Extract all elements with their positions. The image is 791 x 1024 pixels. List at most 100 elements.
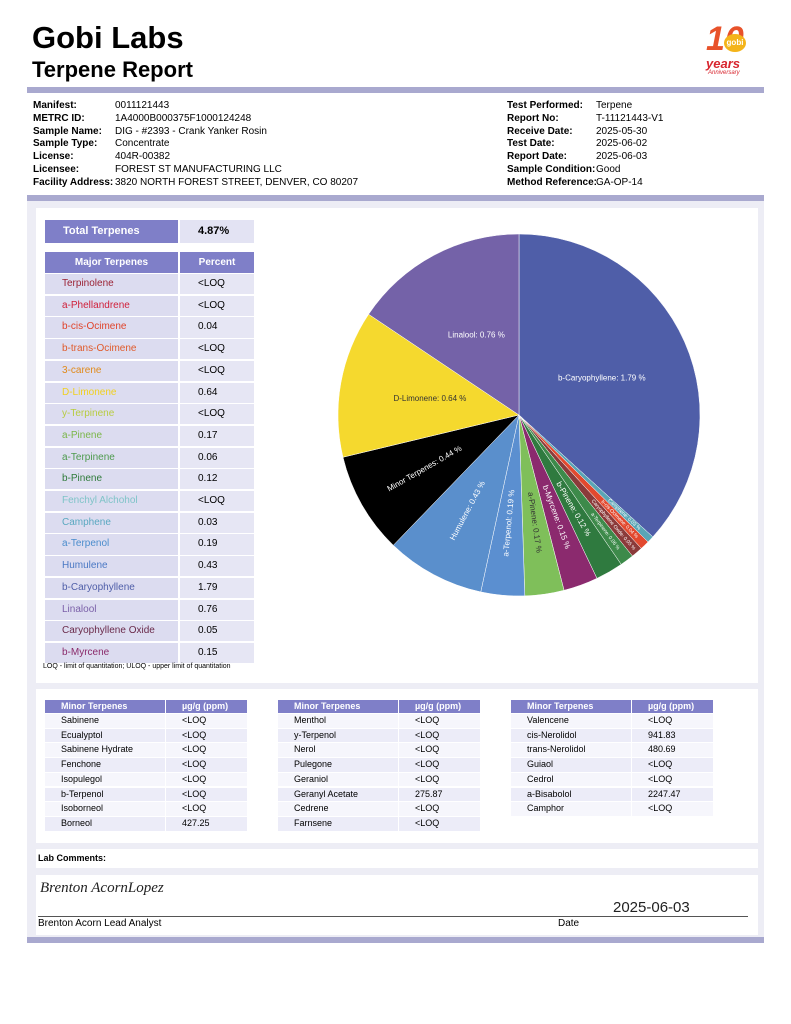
info-label: Method Reference: xyxy=(507,176,598,188)
pie-slice xyxy=(368,233,520,416)
terpene-value: 0.64 xyxy=(180,382,254,403)
terpene-name: Camphene xyxy=(45,512,178,533)
terpene-value: <LOQ xyxy=(166,714,247,728)
logo: 10 gobi years Anniversary xyxy=(700,20,760,78)
terpene-value: <LOQ xyxy=(180,491,254,512)
column-header: Percent xyxy=(180,252,254,273)
info-label: License: xyxy=(33,151,74,163)
info-value: 1A4000B000375F1000124248 xyxy=(115,112,252,124)
info-label: Sample Condition: xyxy=(507,164,596,175)
date-label: Date xyxy=(558,918,580,929)
info-value: Terpene xyxy=(596,100,633,111)
terpene-name: Geraniol xyxy=(278,772,398,787)
signature-panel xyxy=(36,875,758,935)
info-label: Licensee: xyxy=(33,164,80,175)
terpene-value: <LOQ xyxy=(632,758,713,772)
terpene-value: <LOQ xyxy=(166,743,247,758)
terpene-name: y-Terpenol xyxy=(278,728,398,743)
lab-comments: Lab Comments: xyxy=(38,853,107,863)
terpene-value: <LOQ xyxy=(180,360,254,381)
terpene-value: <LOQ xyxy=(399,714,480,728)
terpene-name: Guiaol xyxy=(511,758,631,772)
terpene-value: 0.05 xyxy=(180,621,254,642)
terpene-value: <LOQ xyxy=(180,274,254,295)
logo-years: years xyxy=(706,56,740,71)
terpene-name: b-Pinene xyxy=(45,469,178,490)
terpene-value: 1.79 xyxy=(180,577,254,598)
title: Gobi Labs xyxy=(32,20,184,55)
terpene-value: 0.04 xyxy=(180,317,254,338)
signature-line xyxy=(38,916,748,917)
total-label: Total Terpenes xyxy=(45,220,178,243)
terpene-value: <LOQ xyxy=(166,787,247,802)
info-value: Good xyxy=(596,164,621,175)
logo-anniversary: Anniversary xyxy=(708,70,740,76)
terpene-name: cis-Nerolidol xyxy=(511,728,631,743)
terpene-name: Geranyl Acetate xyxy=(278,787,398,802)
terpene-name: Humulene xyxy=(45,556,178,577)
terpene-name: Valencene xyxy=(511,714,631,728)
info-label: Report Date: xyxy=(507,151,568,163)
column-header: Major Terpenes xyxy=(45,252,178,273)
signer: Brenton Acorn Lead Analyst xyxy=(38,918,162,929)
terpene-value: 0.15 xyxy=(180,642,254,664)
info-value: FOREST ST MANUFACTURING LLC xyxy=(115,164,282,175)
terpene-name: D-Limonene xyxy=(45,382,178,403)
terpene-name: Nerol xyxy=(278,743,398,758)
terpene-name: Cedrene xyxy=(278,802,398,816)
terpene-name: Sabinene xyxy=(45,714,165,728)
terpene-value: <LOQ xyxy=(399,816,480,831)
terpene-name: y-Terpinene xyxy=(45,404,178,425)
terpene-name: trans-Nerolidol xyxy=(511,743,631,758)
terpene-value: <LOQ xyxy=(399,728,480,743)
info-label: Sample Name: xyxy=(33,125,102,137)
terpene-value: 2247.47 xyxy=(632,787,713,802)
terpene-value: <LOQ xyxy=(632,802,713,816)
terpene-name: 3-carene xyxy=(45,360,178,381)
terpene-name: Pulegone xyxy=(278,758,398,772)
column-header: Minor Terpenes xyxy=(278,700,398,713)
terpene-value: <LOQ xyxy=(180,295,254,316)
terpene-value: 275.87 xyxy=(399,787,480,802)
subtitle: Terpene Report xyxy=(32,57,193,82)
terpene-name: Farnsene xyxy=(278,816,398,831)
terpene-value: <LOQ xyxy=(632,772,713,787)
info-value: T-11121443-V1 xyxy=(596,112,664,124)
terpene-name: a-Bisabolol xyxy=(511,787,631,802)
terpene-value: 0.03 xyxy=(180,512,254,533)
terpene-name: b-Terpenol xyxy=(45,787,165,802)
terpene-name: b-Myrcene xyxy=(45,642,178,664)
pie-slice xyxy=(392,414,520,593)
terpene-value: <LOQ xyxy=(180,339,254,360)
terpene-name: Cedrol xyxy=(511,772,631,787)
info-label: Facility Address: xyxy=(33,176,114,188)
terpene-value: <LOQ xyxy=(399,758,480,772)
info-label: Report No: xyxy=(507,112,559,124)
terpene-value: 0.19 xyxy=(180,534,254,555)
terpene-value: <LOQ xyxy=(399,743,480,758)
terpene-name: Isopulegol xyxy=(45,772,165,787)
terpene-value: <LOQ xyxy=(180,404,254,425)
terpene-name: Linalool xyxy=(45,599,178,620)
info-value: GA-OP-14 xyxy=(596,176,643,188)
terpene-value: <LOQ xyxy=(399,802,480,816)
terpene-name: Sabinene Hydrate xyxy=(45,743,165,758)
terpene-value: <LOQ xyxy=(166,772,247,787)
info-value: 404R-00382 xyxy=(115,151,171,163)
terpene-name: Borneol xyxy=(45,816,165,831)
total-value: 4.87% xyxy=(180,220,254,243)
terpene-value: <LOQ xyxy=(166,802,247,816)
divider xyxy=(27,87,764,93)
pie-slice xyxy=(337,313,520,458)
pie-slice xyxy=(518,233,701,538)
column-header: Minor Terpenes xyxy=(511,700,631,713)
pie-slice xyxy=(342,414,520,546)
note: LOQ - limit of quantitation; ULOQ - uppe… xyxy=(43,663,231,670)
info-value: 0011121443 xyxy=(115,100,170,111)
pie-chart: b-Caryophyllene: 1.79 %Camphene: 0.03 %b… xyxy=(337,233,701,597)
terpene-value: <LOQ xyxy=(632,714,713,728)
info-value: Concentrate xyxy=(115,138,170,150)
terpene-name: Ecualyptol xyxy=(45,728,165,743)
terpene-value: 0.06 xyxy=(180,447,254,468)
